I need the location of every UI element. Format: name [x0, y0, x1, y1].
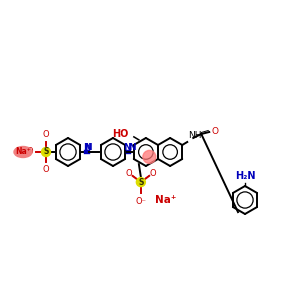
- Circle shape: [136, 178, 146, 187]
- Text: HO: HO: [112, 129, 129, 139]
- Text: Na⁺: Na⁺: [15, 148, 31, 157]
- Text: Na⁺: Na⁺: [155, 195, 176, 205]
- Text: H₂N: H₂N: [235, 171, 255, 181]
- Text: O: O: [43, 165, 49, 174]
- Text: N: N: [83, 143, 91, 152]
- Text: O: O: [150, 169, 156, 178]
- Text: O: O: [26, 148, 33, 157]
- Text: NH: NH: [188, 131, 202, 140]
- Text: O: O: [43, 130, 49, 139]
- Circle shape: [143, 150, 156, 164]
- Text: N: N: [128, 143, 136, 152]
- Text: S: S: [138, 178, 144, 187]
- Text: N: N: [84, 143, 91, 152]
- Ellipse shape: [14, 146, 32, 158]
- Text: S: S: [43, 148, 49, 157]
- Text: O⁻: O⁻: [135, 197, 146, 206]
- Circle shape: [41, 148, 50, 157]
- Text: O: O: [126, 169, 132, 178]
- Text: O: O: [211, 127, 218, 136]
- Text: N: N: [123, 143, 130, 152]
